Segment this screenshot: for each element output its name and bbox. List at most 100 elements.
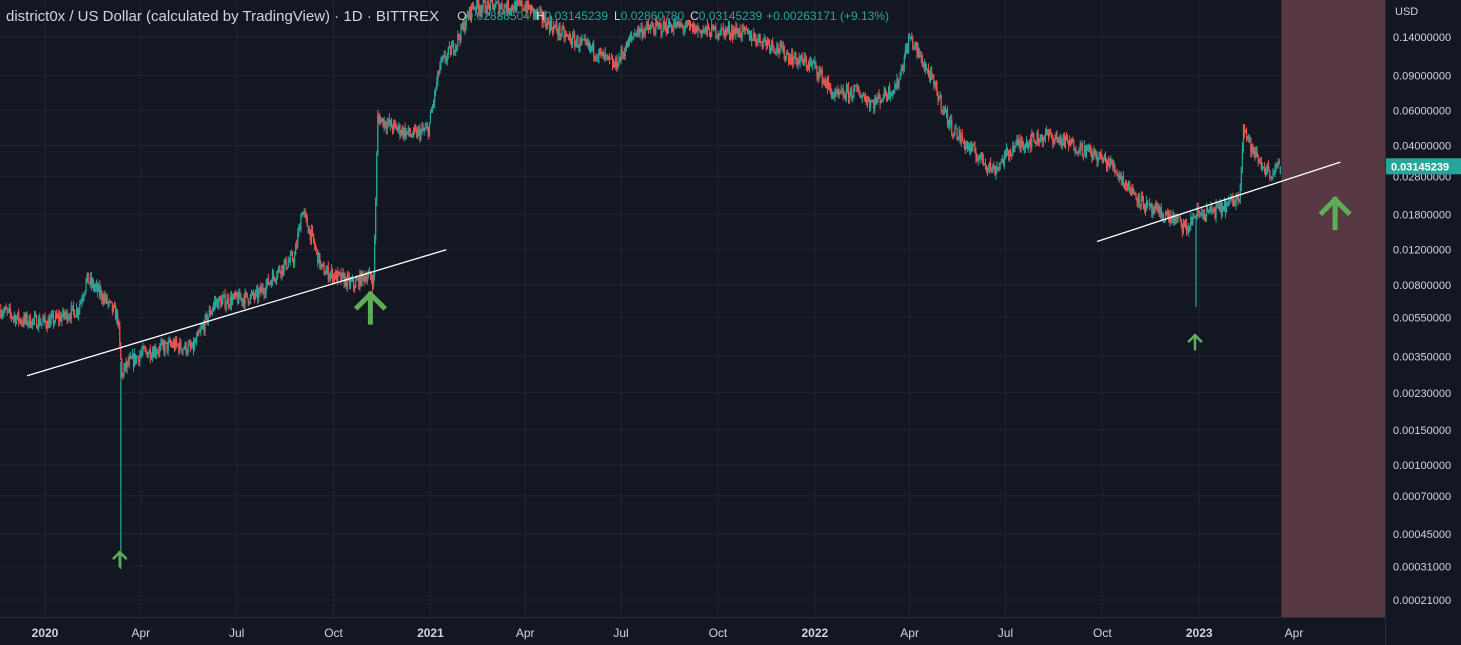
candle-body [0,309,2,317]
candle-body [201,326,203,329]
candle-body [607,55,610,57]
candle-body [508,10,511,12]
candle-body [372,275,375,286]
candle-body [795,52,797,60]
candle-body [1228,200,1230,204]
candle-body [364,276,366,282]
candle-body [966,142,969,149]
candle-body [79,304,81,310]
candle-body [953,133,955,135]
candle-body [151,351,154,358]
candle-body [819,70,821,72]
candle-body [338,271,340,274]
candle-body [887,86,890,99]
candle-body [61,316,63,322]
candle-body [945,110,948,113]
candle-last [1279,166,1281,174]
candle-body [872,101,874,103]
y-tick-label: 0.00350000 [1393,351,1451,363]
candle-body [581,39,583,42]
trendline-2 [1096,161,1341,243]
candle-body [614,63,616,68]
candle-body [617,66,619,69]
trendline-1 [26,249,447,377]
candle-body [1042,138,1044,142]
candle-body [293,255,296,263]
candle-body [355,280,357,288]
candle-body [25,314,27,321]
candle-body [925,68,928,71]
candle-body [179,341,181,352]
candle-body [1153,209,1155,214]
candle-body [1053,138,1055,144]
chart-legend: district0x / US Dollar (calculated by Tr… [6,5,893,27]
candle-body [604,52,606,57]
candle-body [600,52,602,53]
candle-body [668,21,671,28]
candle-body [664,23,666,29]
candle-body [861,95,863,98]
candle-body [663,21,665,29]
candle-body [122,374,124,377]
candle-body [152,351,155,358]
candle-body [336,271,338,282]
candle-body [1,314,3,317]
candle-body [646,23,648,25]
candle-body [1165,214,1168,216]
candle-body [580,39,582,42]
candle-body [754,33,756,38]
candle-body [1249,137,1251,139]
candle-body [1213,210,1215,212]
candle-body [437,71,439,82]
candle-body [165,342,167,343]
candle-body [18,312,20,322]
candle-body [982,158,984,165]
candle-body [540,10,542,12]
candle-body [674,22,676,26]
candle-body [916,44,918,54]
candle-body [184,342,186,349]
candle-body [1254,150,1256,156]
candle-body [1011,154,1013,156]
candle-body [616,57,618,69]
candle-body [1128,181,1130,187]
candle-body [80,301,82,305]
candle-body [1034,139,1036,144]
candle-body [547,19,549,24]
candle-body [763,38,765,41]
candle-body [346,275,348,287]
candle-body [187,344,189,353]
candle-body [1081,144,1083,155]
candle-body [752,39,754,41]
candle-body [459,37,461,41]
candle-body [409,133,412,136]
candle-body [779,43,781,53]
candle-body [796,59,798,66]
candle-body [923,63,925,67]
candle-body [206,314,208,323]
candle-body [1204,216,1207,220]
candle-body [918,47,920,57]
candle-body [568,35,571,37]
y-tick-label: 0.02800000 [1393,171,1451,183]
candle-body [330,269,333,274]
candle-body [255,291,257,298]
candle-body [69,317,71,319]
candle-body [619,57,621,60]
candle-body [728,25,731,36]
candle-body [1029,139,1031,144]
candle-body [350,280,353,281]
candle-body [202,325,204,327]
candle-body [815,61,817,67]
candle-body [428,122,430,137]
candle-body [405,131,407,138]
candle-body [1147,201,1149,204]
x-tick-label: Oct [324,626,343,640]
candle-body [252,291,255,297]
candle-body [602,51,604,59]
candle-body [145,349,147,352]
candle-body [300,216,302,231]
candle-body [525,6,527,12]
candle-body [1062,134,1064,141]
